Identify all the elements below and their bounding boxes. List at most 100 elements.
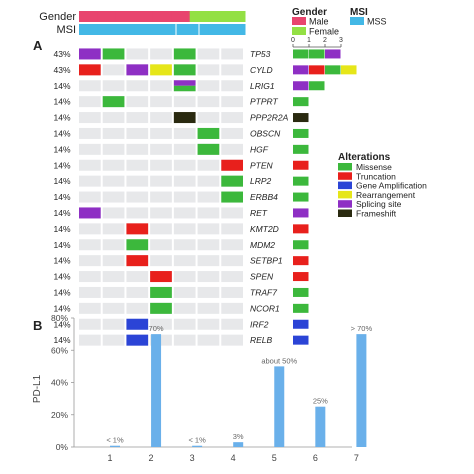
y-tick-label: 40% bbox=[51, 378, 68, 388]
gene-name: KMT2D bbox=[250, 224, 279, 234]
empty-cell bbox=[102, 223, 125, 235]
sidebar-bar-missense bbox=[309, 81, 325, 91]
empty-cell bbox=[79, 223, 101, 235]
empty-cell bbox=[197, 175, 220, 187]
legend-label-splicing_site: Splicing site bbox=[356, 199, 402, 209]
empty-cell bbox=[79, 80, 101, 92]
empty-cell bbox=[126, 302, 149, 314]
sidebar-bar-gene_amplification bbox=[293, 335, 309, 345]
empty-cell bbox=[102, 112, 125, 124]
empty-cell bbox=[221, 207, 243, 219]
gene-percent: 14% bbox=[53, 208, 70, 218]
empty-cell bbox=[221, 48, 243, 60]
bar-data-label: 25% bbox=[313, 397, 328, 406]
gender-cell-male bbox=[134, 11, 154, 22]
gene-name: LRP2 bbox=[250, 176, 272, 186]
empty-cell bbox=[102, 302, 125, 314]
empty-cell bbox=[197, 64, 220, 76]
legend-label-frameshift: Frameshift bbox=[356, 209, 397, 219]
legend-label-gene_amplification: Gene Amplification bbox=[356, 181, 427, 191]
empty-cell bbox=[197, 48, 220, 60]
msi-cell-mss bbox=[226, 24, 246, 35]
empty-cell bbox=[221, 223, 243, 235]
empty-cell bbox=[197, 302, 220, 314]
legend-label-mss: MSS bbox=[367, 17, 387, 27]
legend-swatch-truncation bbox=[338, 172, 352, 180]
empty-cell bbox=[173, 175, 196, 187]
empty-cell bbox=[126, 143, 149, 155]
sidebar-bar-gene_amplification bbox=[293, 319, 309, 329]
empty-cell bbox=[197, 191, 220, 203]
empty-cell bbox=[197, 271, 220, 283]
gene-percent: 14% bbox=[53, 113, 70, 123]
sidebar-bar-splicing_site bbox=[293, 65, 309, 75]
empty-cell bbox=[221, 96, 243, 108]
empty-cell bbox=[173, 96, 196, 108]
gene-percent: 14% bbox=[53, 240, 70, 250]
sidebar-bar-missense bbox=[325, 65, 341, 75]
empty-cell bbox=[173, 159, 196, 171]
empty-cell bbox=[150, 127, 172, 139]
alteration-count-axis: 0 1 2 3 bbox=[291, 37, 343, 48]
legend-swatch-male bbox=[292, 17, 306, 25]
bar-3 bbox=[192, 445, 203, 447]
alteration-cell-frameshift bbox=[173, 112, 196, 124]
empty-cell bbox=[197, 334, 220, 346]
alteration-cell-truncation bbox=[150, 271, 172, 283]
x-tick-label: 7 bbox=[354, 453, 359, 463]
empty-cell bbox=[221, 80, 243, 92]
legend-swatch-rearrangement bbox=[338, 190, 352, 199]
empty-cell bbox=[197, 286, 220, 298]
sidebar-bar-missense bbox=[293, 128, 309, 138]
empty-cell bbox=[79, 112, 101, 124]
alteration-cell-splicing_site bbox=[173, 80, 196, 86]
sidebar-bar-splicing_site bbox=[293, 208, 309, 218]
empty-cell bbox=[126, 286, 149, 298]
y-tick-label: 20% bbox=[51, 410, 68, 420]
gene-name: OBSCN bbox=[250, 128, 281, 138]
pd-l1-bar-chart: 0% 20% 40% 60% 80% < 1% 1 70% 2 < 1% 3 3% 4 about 50%… bbox=[51, 313, 372, 463]
alteration-cell-splicing_site bbox=[79, 207, 101, 219]
y-axis-label: PD-L1 bbox=[32, 374, 43, 403]
gender-cell-male bbox=[152, 11, 172, 22]
bar-data-label: about 50% bbox=[261, 356, 297, 365]
empty-cell bbox=[221, 286, 243, 298]
x-tick-label: 2 bbox=[149, 453, 154, 463]
alteration-cell-missense bbox=[221, 191, 243, 203]
gender-cell-female bbox=[226, 11, 246, 22]
empty-cell bbox=[79, 302, 101, 314]
empty-cell bbox=[221, 239, 243, 251]
empty-cell bbox=[102, 334, 125, 346]
empty-cell bbox=[79, 271, 101, 283]
empty-cell bbox=[197, 239, 220, 251]
sidebar-bar-truncation bbox=[293, 272, 309, 282]
empty-cell bbox=[102, 191, 125, 203]
empty-cell bbox=[102, 255, 125, 267]
empty-cell bbox=[79, 334, 101, 346]
alteration-cell-missense bbox=[102, 96, 125, 108]
gene-name: RELB bbox=[250, 335, 273, 345]
sidebar-bar-splicing_site bbox=[325, 49, 341, 59]
x-tick-label: 3 bbox=[190, 453, 195, 463]
sidebar-bar-rearrangement bbox=[341, 65, 357, 75]
gene-name: NCOR1 bbox=[250, 303, 280, 313]
empty-cell bbox=[173, 127, 196, 139]
empty-cell bbox=[79, 96, 101, 108]
gender-cell-male bbox=[171, 11, 191, 22]
msi-cell-mss bbox=[134, 24, 154, 35]
gender-cell-male bbox=[79, 11, 98, 22]
y-tick-label: 0% bbox=[56, 442, 69, 452]
gene-percent: 43% bbox=[53, 65, 70, 75]
empty-cell bbox=[197, 80, 220, 92]
empty-cell bbox=[221, 318, 243, 330]
legend-label-missense: Missense bbox=[356, 162, 392, 172]
empty-cell bbox=[173, 302, 196, 314]
bar-7 bbox=[356, 334, 367, 447]
empty-cell bbox=[79, 255, 101, 267]
empty-cell bbox=[102, 64, 125, 76]
alteration-cell-missense bbox=[173, 48, 196, 60]
empty-cell bbox=[79, 127, 101, 139]
sidebar-bar-missense bbox=[293, 192, 309, 202]
msi-cell-mss bbox=[171, 24, 191, 35]
